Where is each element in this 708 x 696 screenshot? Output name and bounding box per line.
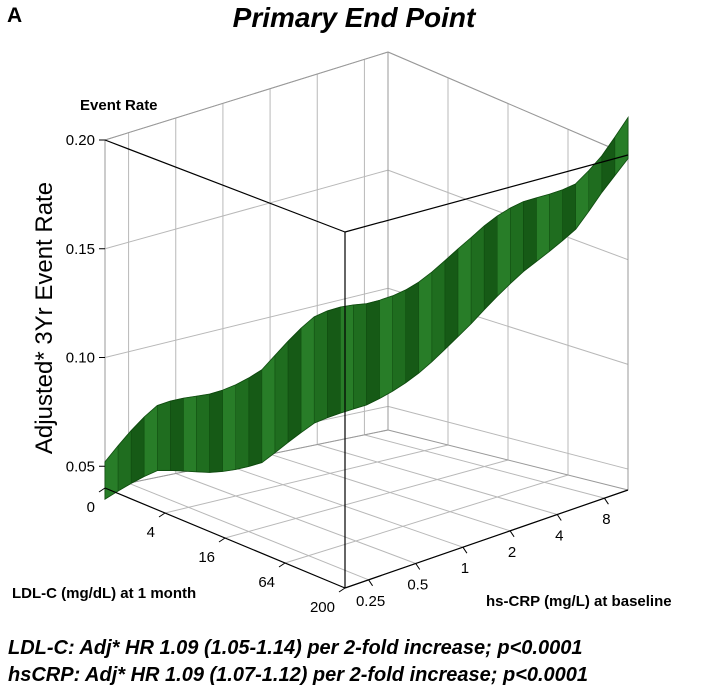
y-tick-mark bbox=[604, 497, 609, 505]
y-tick-mark bbox=[509, 530, 515, 538]
grid-line-z-left bbox=[104, 287, 389, 358]
surface-facet bbox=[392, 289, 406, 392]
grid-line-x-floor bbox=[284, 474, 569, 564]
box-edge-back bbox=[387, 51, 629, 156]
surface-facet bbox=[209, 389, 223, 473]
x-tick-mark bbox=[338, 587, 346, 593]
z-tick-label: 0.10 bbox=[66, 350, 95, 367]
grid-line-x-floor bbox=[224, 459, 509, 539]
grid-line-x-floor bbox=[164, 444, 449, 514]
surface-facet bbox=[261, 355, 276, 463]
box-edge-back bbox=[104, 51, 389, 141]
x-tick-label: 64 bbox=[258, 574, 275, 591]
grid-line-y-floor bbox=[364, 434, 605, 499]
surface-facet bbox=[366, 300, 380, 406]
x-tick-label: 200 bbox=[310, 599, 335, 616]
grid-line-y-floor bbox=[222, 463, 464, 548]
surface-facet bbox=[183, 395, 197, 473]
footnote-ldl: LDL-C: Adj* HR 1.09 (1.05-1.14) per 2-fo… bbox=[8, 637, 583, 659]
surface-facet bbox=[510, 201, 524, 284]
surface-facet bbox=[523, 197, 537, 272]
grid-line-y-floor bbox=[317, 444, 558, 515]
surface-facet bbox=[287, 327, 302, 443]
z-axis-label: Adjusted* 3Yr Event Rate bbox=[31, 182, 58, 454]
z-axis-title: Event Rate bbox=[80, 97, 158, 114]
surface-facet bbox=[274, 340, 289, 453]
panel-letter: A bbox=[7, 4, 23, 27]
x-tick-label: 16 bbox=[198, 549, 215, 566]
surface-facet bbox=[248, 369, 263, 467]
footnote-hscrp: hsCRP: Adj* HR 1.09 (1.07-1.12) per 2-fo… bbox=[8, 664, 589, 686]
surface-facet bbox=[549, 189, 563, 252]
box-edge-front bbox=[344, 489, 629, 589]
ticks-layer: 0.05 0.10 0.15 0.20 0 4 16 64 200 0.25 0.5 1 2 4 8 bbox=[66, 132, 611, 616]
surface-facet bbox=[222, 384, 236, 472]
surface-facet bbox=[431, 260, 446, 363]
surface-facet bbox=[405, 281, 419, 384]
y-tick-label: 1 bbox=[461, 560, 469, 577]
y-tick-label: 0.5 bbox=[407, 577, 428, 594]
grid-line-y-floor bbox=[128, 482, 369, 581]
z-tick-label: 0.05 bbox=[66, 458, 95, 475]
box-edge-front bbox=[104, 139, 346, 233]
chart-title: Primary End Point bbox=[232, 2, 476, 33]
surface-facet bbox=[614, 117, 629, 176]
y-tick-label: 2 bbox=[508, 544, 516, 561]
y-tick-label: 0.25 bbox=[356, 593, 385, 610]
y-tick-mark bbox=[462, 546, 468, 554]
surface-facet bbox=[117, 430, 132, 492]
surface-facet bbox=[575, 170, 589, 230]
grid-line-y-floor bbox=[269, 453, 511, 532]
surface-facet bbox=[314, 310, 328, 424]
surface-plot: 0.05 0.10 0.15 0.20 0 4 16 64 200 0.25 0.5 1 2 4 8 Eve… bbox=[12, 51, 672, 616]
y-tick-mark bbox=[368, 579, 373, 587]
surface-facet bbox=[235, 377, 250, 470]
surface-facet bbox=[300, 316, 315, 433]
surface-facet bbox=[470, 225, 485, 325]
y-tick-label: 4 bbox=[555, 528, 563, 545]
z-tick-label: 0.20 bbox=[66, 132, 95, 149]
surface-facet bbox=[144, 405, 158, 477]
y-tick-label: 8 bbox=[602, 511, 610, 528]
box-back-edges bbox=[104, 51, 629, 491]
surface-facet bbox=[601, 136, 616, 194]
surface-facet bbox=[497, 207, 511, 297]
x-tick-mark bbox=[158, 512, 166, 518]
surface-facet bbox=[379, 295, 393, 399]
surface-facet bbox=[170, 397, 184, 472]
y-axis-label: hs-CRP (mg/L) at baseline bbox=[486, 593, 672, 610]
grid-line-y-floor bbox=[175, 473, 416, 564]
surface-facet bbox=[157, 400, 171, 471]
x-tick-mark bbox=[98, 487, 106, 493]
surface-facet bbox=[483, 215, 498, 311]
surface-facet bbox=[353, 303, 367, 410]
grid-line-z-left bbox=[104, 169, 389, 250]
surface-facet bbox=[340, 304, 354, 414]
x-tick-mark bbox=[278, 562, 286, 568]
x-tick-mark bbox=[218, 537, 226, 543]
surface-facet bbox=[457, 237, 472, 337]
y-tick-mark bbox=[415, 563, 421, 570]
surface-facet bbox=[562, 183, 576, 241]
box-edge-front bbox=[344, 154, 629, 233]
surface-facet bbox=[130, 416, 145, 484]
x-axis-label: LDL-C (mg/dL) at 1 month bbox=[12, 585, 196, 602]
surface-facet bbox=[327, 306, 341, 418]
y-tick-mark bbox=[556, 514, 562, 521]
surface bbox=[104, 116, 629, 500]
surface-facet bbox=[196, 393, 210, 473]
box-front-edges bbox=[104, 139, 629, 589]
z-tick-label: 0.15 bbox=[66, 241, 95, 258]
x-tick-label: 0 bbox=[87, 499, 95, 516]
surface-facet bbox=[536, 193, 550, 262]
surface-facet bbox=[418, 271, 433, 374]
x-tick-label: 4 bbox=[147, 524, 155, 541]
box-edge-back bbox=[387, 429, 629, 491]
surface-facet bbox=[444, 248, 459, 350]
